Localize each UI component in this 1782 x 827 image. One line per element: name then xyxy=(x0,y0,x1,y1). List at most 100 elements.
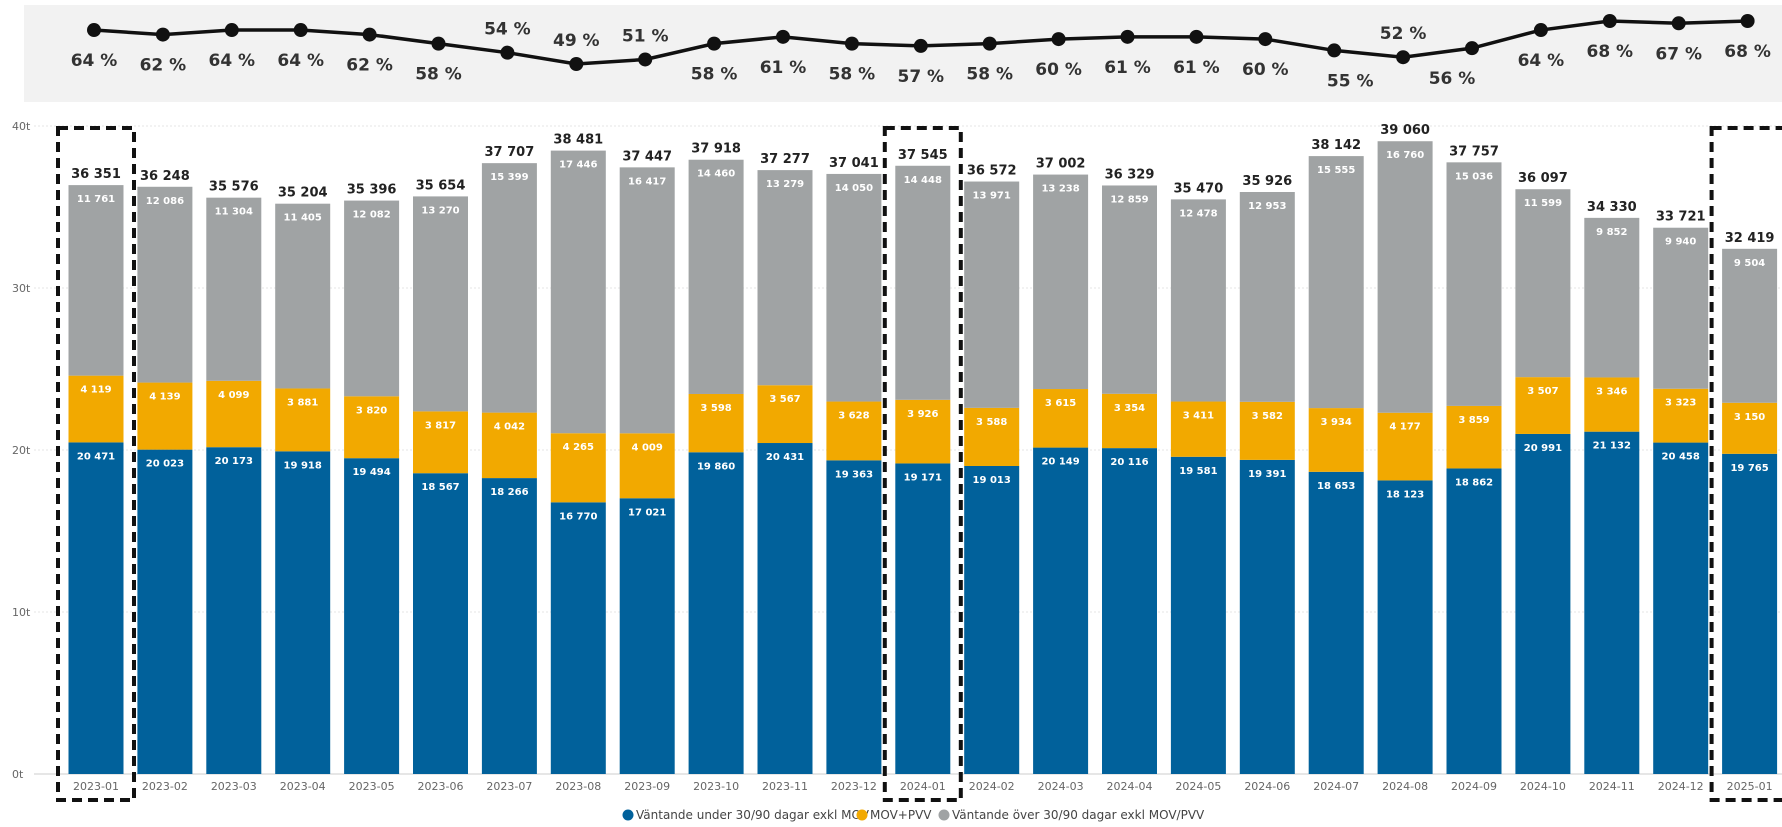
percentage-label: 49 % xyxy=(553,31,600,51)
x-tick-label: 2024-10 xyxy=(1520,780,1566,793)
bar-group-2024-06: 19 391 3 582 12 953 35 926 2024-06 xyxy=(1239,174,1295,793)
percentage-label: 68 % xyxy=(1724,42,1771,62)
x-tick-label: 2023-10 xyxy=(693,780,739,793)
percentage-point xyxy=(1189,29,1204,44)
bar-segment-mov-pvv xyxy=(275,388,331,452)
segment-value-label: 3 881 xyxy=(287,397,318,408)
bar-segment-mov-pvv xyxy=(1584,377,1640,432)
bar-segment-mov-pvv xyxy=(550,433,606,503)
bar-segment-over xyxy=(1033,174,1089,390)
segment-value-label: 3 582 xyxy=(1252,411,1283,422)
y-tick-label: 10t xyxy=(12,606,31,619)
x-tick-label: 2024-02 xyxy=(969,780,1015,793)
segment-value-label: 3 615 xyxy=(1045,398,1076,409)
segment-value-label: 4 265 xyxy=(563,442,594,453)
segment-value-label: 11 599 xyxy=(1524,198,1562,209)
percentage-label: 58 % xyxy=(415,65,462,85)
segment-value-label: 4 139 xyxy=(149,392,180,403)
percentage-point xyxy=(431,36,446,51)
percentage-label: 60 % xyxy=(1035,60,1082,80)
segment-value-label: 20 991 xyxy=(1524,443,1562,454)
segment-value-label: 20 116 xyxy=(1110,457,1148,468)
bar-total-label: 37 041 xyxy=(829,156,879,171)
legend-label: Väntande över 30/90 dagar exkl MOV/PVV xyxy=(952,808,1205,822)
segment-value-label: 4 009 xyxy=(632,442,663,453)
segment-value-label: 19 171 xyxy=(904,472,942,483)
percentage-label: 58 % xyxy=(691,65,738,85)
segment-value-label: 19 013 xyxy=(973,475,1011,486)
percentage-label: 54 % xyxy=(484,20,531,40)
percentage-point xyxy=(638,52,653,67)
segment-value-label: 3 934 xyxy=(1321,417,1352,428)
segment-value-label: 3 926 xyxy=(907,409,938,420)
segment-value-label: 21 132 xyxy=(1593,441,1631,452)
bar-group-2024-05: 19 581 3 411 12 478 35 470 2024-05 xyxy=(1170,181,1226,793)
segment-value-label: 3 411 xyxy=(1183,411,1214,422)
x-tick-label: 2024-09 xyxy=(1451,780,1497,793)
bar-group-2023-08: 16 770 4 265 17 446 38 481 2023-08 xyxy=(550,133,606,793)
bar-segment-under xyxy=(1446,468,1502,774)
bar-segment-under xyxy=(481,478,537,774)
bar-segment-under xyxy=(1584,431,1640,774)
bar-segment-mov-pvv xyxy=(344,396,400,459)
bar-segment-under xyxy=(964,465,1020,774)
percentage-point xyxy=(982,36,997,51)
bar-total-label: 35 204 xyxy=(278,186,328,201)
percentage-point xyxy=(1396,50,1411,65)
legend-marker xyxy=(856,809,868,821)
bar-segment-under xyxy=(688,452,744,774)
percentage-point xyxy=(844,36,859,51)
percentage-point xyxy=(1258,32,1273,47)
x-tick-label: 2023-03 xyxy=(211,780,257,793)
bar-group-2024-11: 21 132 3 346 9 852 34 330 2024-11 xyxy=(1584,200,1640,793)
bar-group-2023-02: 20 023 4 139 12 086 36 248 2023-02 xyxy=(137,169,193,793)
percentage-label: 61 % xyxy=(1173,58,1220,78)
segment-value-label: 13 270 xyxy=(421,205,459,216)
x-tick-label: 2024-03 xyxy=(1038,780,1084,793)
bar-total-label: 35 470 xyxy=(1174,181,1224,196)
segment-value-label: 3 507 xyxy=(1527,386,1558,397)
percentage-point xyxy=(1533,23,1548,38)
bar-segment-under xyxy=(344,458,400,774)
bar-segment-under xyxy=(206,447,262,774)
bar-segment-mov-pvv xyxy=(413,411,468,474)
bar-group-2024-01: 19 171 3 926 14 448 37 545 2024-01 xyxy=(895,148,951,793)
bar-segment-mov-pvv xyxy=(1446,405,1502,469)
segment-value-label: 19 765 xyxy=(1730,463,1768,474)
y-tick-label: 40t xyxy=(12,120,31,133)
bar-segment-mov-pvv xyxy=(757,385,813,444)
bar-segment-under xyxy=(1239,459,1295,774)
bar-group-2024-10: 20 991 3 507 11 599 36 097 2024-10 xyxy=(1515,171,1571,793)
bar-group-2023-10: 19 860 3 598 14 460 37 918 2023-10 xyxy=(688,142,744,793)
segment-value-label: 4 119 xyxy=(80,385,111,396)
bar-segment-over xyxy=(1308,156,1364,409)
x-tick-label: 2023-02 xyxy=(142,780,188,793)
segment-value-label: 3 588 xyxy=(976,417,1007,428)
segment-value-label: 9 940 xyxy=(1665,237,1696,248)
bar-total-label: 38 481 xyxy=(553,133,603,148)
segment-value-label: 18 123 xyxy=(1386,489,1424,500)
x-tick-label: 2024-05 xyxy=(1175,780,1221,793)
percentage-label: 64 % xyxy=(277,51,324,71)
segment-value-label: 20 471 xyxy=(77,451,115,462)
bar-segment-under xyxy=(826,460,882,774)
bar-total-label: 32 419 xyxy=(1725,231,1775,246)
highlight-boxes xyxy=(56,126,1782,802)
x-tick-label: 2024-04 xyxy=(1107,780,1153,793)
segment-value-label: 19 391 xyxy=(1248,469,1286,480)
bar-segment-mov-pvv xyxy=(1170,401,1226,457)
y-tick-label: 30t xyxy=(12,282,31,295)
segment-value-label: 14 448 xyxy=(904,175,942,186)
bar-group-2024-04: 20 116 3 354 12 859 36 329 2024-04 xyxy=(1102,167,1157,793)
bar-segment-over xyxy=(344,200,400,397)
bar-total-label: 37 707 xyxy=(485,145,535,160)
bar-segment-under xyxy=(413,473,468,774)
legend: Väntande under 30/90 dagar exkl MOV MOV+P… xyxy=(622,808,1205,822)
x-tick-label: 2023-05 xyxy=(349,780,395,793)
bar-total-label: 36 351 xyxy=(71,167,121,182)
segment-value-label: 19 860 xyxy=(697,461,735,472)
segment-value-label: 4 177 xyxy=(1389,422,1420,433)
percentage-point xyxy=(1465,41,1479,56)
